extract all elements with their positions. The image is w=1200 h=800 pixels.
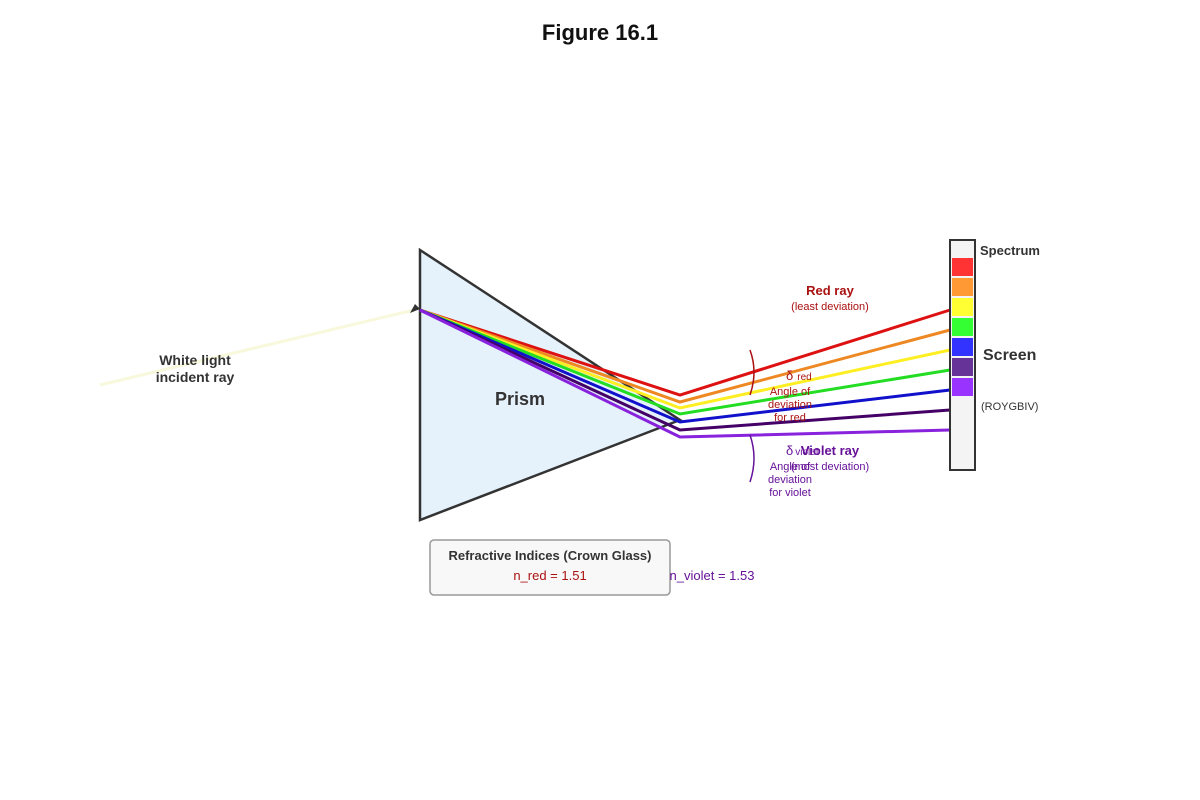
spectrum-label: Spectrum	[980, 243, 1040, 258]
arc-red	[749, 349, 755, 396]
title: Figure 16.1	[542, 20, 658, 45]
indices-box	[429, 539, 671, 596]
delta-red: δ red	[786, 368, 812, 383]
n-red: n_red = 1.51	[513, 568, 586, 583]
swatch	[952, 298, 973, 316]
screen-label: Screen	[983, 347, 1036, 364]
arc-violet	[749, 434, 755, 483]
ray-yellow	[419, 308, 951, 410]
rays	[419, 308, 951, 439]
angle-label: Angle of	[770, 386, 811, 398]
n-violet: n_violet = 1.53	[670, 568, 755, 583]
swatch	[952, 278, 973, 296]
swatch	[952, 258, 973, 276]
delta: δ	[786, 443, 793, 458]
violet-ray-note: (most deviation)	[791, 461, 869, 473]
red-ray-note: (least deviation)	[791, 301, 869, 313]
ray-indigo	[419, 308, 951, 432]
ray-orange	[419, 308, 951, 404]
ray-blue	[419, 308, 951, 424]
prism	[418, 247, 683, 522]
incident-ray	[99, 308, 415, 387]
indices-title: Refractive Indices (Crown Glass)	[448, 548, 651, 563]
angle-label: Angle of	[770, 461, 811, 473]
delta-sub: violet	[795, 447, 819, 458]
arrowhead	[410, 304, 420, 313]
swatch	[952, 358, 973, 376]
swatch	[952, 378, 973, 396]
swatch	[952, 318, 973, 336]
swatch	[952, 338, 973, 356]
delta: δ	[786, 368, 793, 383]
screen-note: (ROYGBIV)	[981, 401, 1038, 413]
prism-label: Prism	[495, 389, 545, 409]
violet-ray-label: Violet ray	[801, 443, 860, 458]
angle-label: deviation	[768, 474, 812, 486]
ray-red	[419, 308, 951, 397]
ray-violet	[419, 308, 951, 439]
angle-label: for violet	[769, 487, 811, 499]
angle-label: deviation	[768, 399, 812, 411]
ray-green	[419, 308, 951, 416]
angle-label: for red	[774, 412, 806, 424]
red-ray-label: Red ray	[806, 283, 854, 298]
delta-violet: δ violet	[786, 443, 819, 458]
delta-sub: red	[797, 372, 811, 383]
incident-label: incident ray	[156, 369, 235, 385]
incident-label: White light	[159, 352, 231, 368]
